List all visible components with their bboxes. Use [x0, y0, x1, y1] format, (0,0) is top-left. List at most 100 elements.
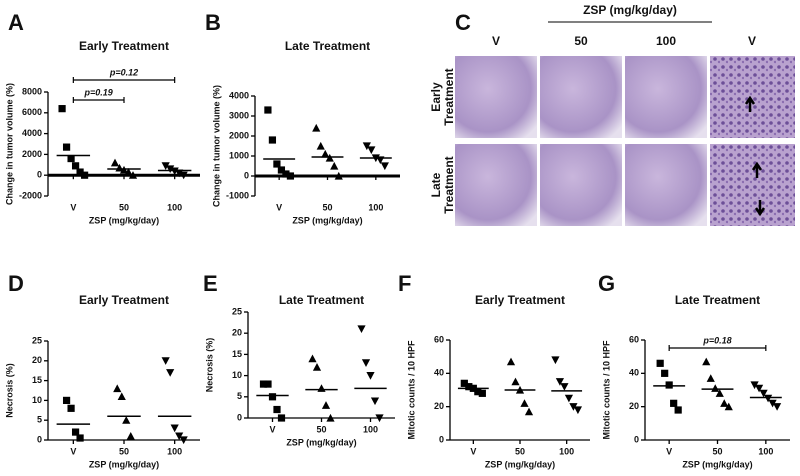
point — [551, 356, 560, 365]
chart-title: Late Treatment — [675, 293, 760, 307]
y-tick-label: 25 — [232, 306, 242, 316]
x-tick-label: 50 — [712, 446, 722, 456]
point — [312, 363, 322, 371]
point — [76, 168, 84, 176]
point — [326, 413, 335, 422]
y-tick-label: 5 — [37, 415, 42, 425]
point — [62, 396, 71, 404]
point — [715, 389, 724, 397]
x-axis-label: ZSP (mg/kg/day) — [286, 437, 356, 447]
column-label: 100 — [656, 34, 676, 48]
panel-letter: C — [455, 10, 471, 35]
point — [474, 388, 482, 396]
panel-letter: G — [598, 271, 615, 296]
point — [555, 378, 565, 386]
point — [273, 405, 281, 414]
point — [321, 401, 331, 409]
point — [321, 149, 330, 158]
row-label: Treatment — [442, 68, 456, 125]
point — [67, 404, 75, 412]
y-tick-label: 0 — [439, 434, 444, 444]
panel-letter: B — [205, 10, 221, 35]
x-tick-label: V — [70, 446, 76, 456]
point — [58, 105, 66, 113]
chart: F Early Treatment Mitotic counts / 10 HPF 0… — [398, 271, 590, 469]
point — [80, 171, 89, 179]
point — [264, 380, 272, 388]
point — [711, 384, 720, 392]
point — [759, 389, 768, 398]
point — [170, 167, 179, 176]
point — [661, 369, 669, 377]
significance-bracket — [72, 77, 176, 83]
x-axis-label: ZSP (mg/kg/day) — [682, 459, 752, 469]
point — [670, 399, 678, 407]
point — [367, 146, 376, 155]
y-axis-label: Necrosis (%) — [4, 363, 14, 418]
point — [282, 170, 290, 178]
micrograph — [540, 144, 622, 226]
x-tick-label: V — [269, 424, 275, 434]
point — [277, 414, 286, 422]
point — [122, 416, 131, 424]
y-axis-label: Necrosis (%) — [204, 338, 214, 393]
point — [478, 389, 486, 397]
point — [179, 171, 188, 180]
point — [524, 407, 534, 416]
column-label: V — [748, 34, 756, 48]
chart: B Late Treatment Change in tumor volume (%… — [205, 10, 400, 225]
point — [460, 379, 468, 387]
point — [117, 392, 126, 401]
chart: G Late Treatment Mitotic counts / 10 HPF 0 2… — [598, 271, 790, 469]
x-axis-label: ZSP (mg/kg/day) — [89, 459, 159, 469]
y-tick-label: 60 — [434, 334, 444, 344]
point — [126, 431, 135, 440]
x-tick-label: 100 — [559, 446, 574, 456]
p-value: p=0.19 — [84, 87, 113, 97]
x-axis-label: ZSP (mg/kg/day) — [292, 215, 362, 225]
x-axis-label: ZSP (mg/kg/day) — [485, 459, 555, 469]
point — [357, 325, 366, 334]
x-tick-label: 50 — [515, 446, 525, 456]
point — [506, 357, 516, 366]
point — [370, 397, 380, 406]
y-tick-label: 2000 — [229, 130, 249, 140]
point — [750, 381, 759, 390]
point — [768, 399, 777, 408]
point — [334, 171, 343, 180]
y-tick-label: 60 — [629, 334, 639, 344]
chart-title: Late Treatment — [285, 39, 370, 53]
point — [161, 162, 170, 170]
point — [316, 141, 325, 150]
y-tick-label: 5 — [237, 391, 242, 401]
x-tick-label: 100 — [167, 446, 182, 456]
point — [569, 403, 578, 411]
y-tick-label: 15 — [232, 349, 242, 359]
y-tick-label: 20 — [629, 401, 639, 411]
y-tick-label: 0 — [37, 170, 42, 180]
point — [166, 369, 175, 377]
panel-letter: D — [8, 271, 24, 296]
x-tick-label: 50 — [322, 202, 332, 212]
point — [317, 384, 326, 392]
chart-title: Early Treatment — [475, 293, 565, 307]
y-tick-label: 20 — [32, 355, 42, 365]
point — [330, 161, 339, 170]
y-tick-label: 0 — [37, 434, 42, 444]
y-tick-label: 0 — [244, 170, 249, 180]
point — [573, 406, 583, 415]
point — [67, 154, 75, 163]
panel-letter: A — [8, 10, 24, 35]
x-tick-label: 100 — [758, 446, 773, 456]
y-axis-label: Change in tumor volume (%) — [211, 85, 221, 207]
point — [308, 354, 317, 363]
point — [268, 393, 277, 401]
y-tick-label: 40 — [629, 368, 639, 378]
column-label: V — [492, 34, 500, 48]
y-axis-label: Mitotic counts / 10 HPF — [406, 340, 416, 440]
y-axis-label: Mitotic counts / 10 HPF — [601, 340, 611, 440]
row-label: Treatment — [442, 156, 456, 213]
point — [170, 424, 179, 433]
point — [76, 434, 84, 442]
